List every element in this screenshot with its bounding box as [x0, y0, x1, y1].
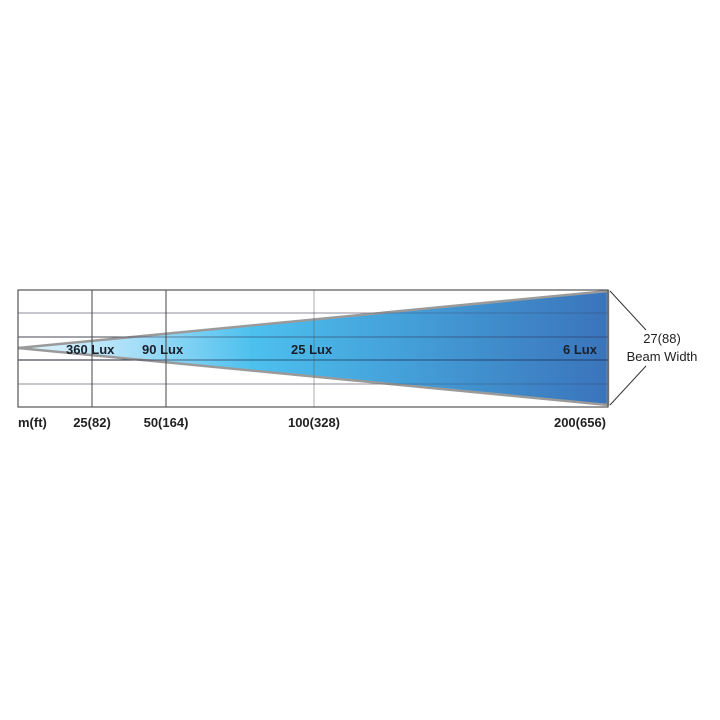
frame [17, 289, 609, 408]
lux-label-360: 360 Lux [66, 342, 115, 357]
beam-width-value: 27(88) [643, 331, 681, 346]
unit-label: m(ft) [18, 415, 47, 430]
distance-tick: 200(656) [554, 415, 606, 430]
distance-tick: 25(82) [73, 415, 111, 430]
lux-label-25: 25 Lux [291, 342, 333, 357]
beam-width-pointer-top [609, 290, 647, 331]
beam-width-pointer-bottom [609, 365, 647, 406]
lux-label-6: 6 Lux [563, 342, 598, 357]
beam-width-label: Beam Width [627, 349, 698, 364]
distance-tick: 100(328) [288, 415, 340, 430]
distance-tick: 50(164) [144, 415, 189, 430]
lux-label-90: 90 Lux [142, 342, 184, 357]
grid-overlay [18, 290, 608, 407]
